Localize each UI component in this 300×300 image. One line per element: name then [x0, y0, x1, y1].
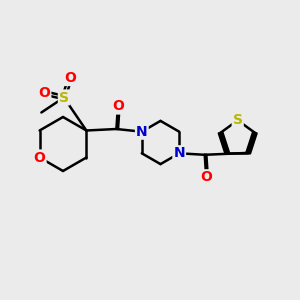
Text: O: O: [64, 71, 76, 85]
Text: N: N: [136, 125, 148, 139]
Text: S: S: [59, 91, 69, 104]
Text: O: O: [200, 170, 212, 184]
Text: O: O: [112, 100, 124, 113]
Text: O: O: [38, 86, 50, 100]
Text: O: O: [34, 151, 46, 164]
Text: N: N: [173, 146, 185, 160]
Text: S: S: [233, 113, 243, 127]
